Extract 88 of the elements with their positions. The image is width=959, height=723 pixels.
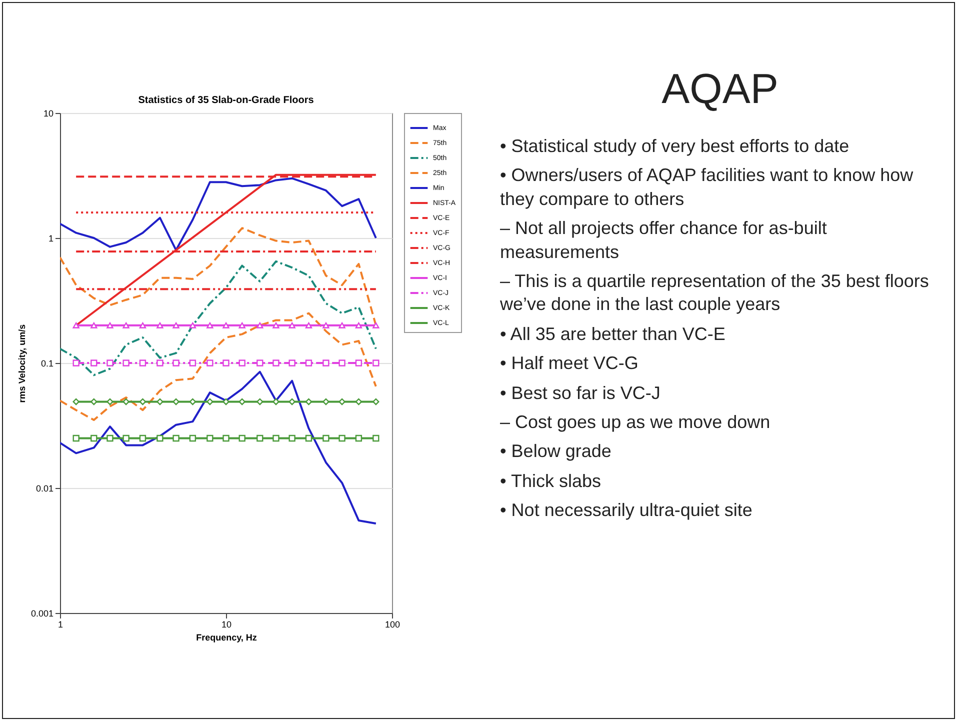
- line-series: [60, 370, 377, 524]
- point: [139, 360, 146, 366]
- y-tick-label: 0.01: [36, 484, 54, 494]
- point: [355, 360, 362, 366]
- point: [338, 434, 346, 442]
- point: [172, 434, 180, 442]
- point: [272, 322, 280, 328]
- point: [338, 360, 346, 366]
- point: [272, 360, 280, 366]
- point: [256, 434, 264, 442]
- point: [90, 434, 98, 442]
- point: [355, 322, 362, 328]
- x-axis-title: Frequency, Hz: [196, 632, 258, 642]
- text: – This is a quartile representation of the 35 best floors we’ve done in the last couple years: [500, 270, 930, 316]
- text: • Best so far is VC-J: [500, 382, 662, 405]
- point: [222, 322, 230, 328]
- point: [106, 434, 114, 442]
- point: [139, 322, 146, 328]
- line-series: [60, 177, 377, 252]
- line-series: [60, 260, 377, 376]
- point: [238, 434, 246, 442]
- point: [189, 434, 196, 442]
- point: [372, 360, 380, 366]
- point: [222, 434, 230, 442]
- text: • Not necessarily ultra-quiet site: [500, 499, 754, 522]
- point: [256, 360, 264, 366]
- text: – Cost goes up as we move down: [500, 410, 772, 434]
- y-tick-label: 1: [48, 234, 54, 244]
- point: [238, 322, 246, 328]
- text: • Statistical study of very best efforts to date: [500, 135, 850, 158]
- point: [322, 398, 330, 406]
- y-tick-label: 0.001: [30, 608, 54, 618]
- point: [206, 434, 214, 442]
- text: – Not all projects offer chance for as-built measurements: [500, 217, 828, 264]
- point: [288, 434, 296, 442]
- point: [122, 434, 130, 442]
- point: [106, 360, 114, 366]
- point: [189, 322, 196, 328]
- point: [206, 322, 214, 328]
- point: [305, 434, 312, 442]
- text: • Half meet VC-G: [500, 352, 640, 376]
- point: [305, 360, 312, 366]
- y-axis-title: rms Velocity, um/s: [16, 324, 27, 403]
- point: [288, 360, 296, 366]
- point: [338, 322, 346, 328]
- point: [355, 434, 362, 442]
- point: [72, 434, 80, 442]
- point: [139, 434, 146, 442]
- point: [90, 322, 98, 328]
- point: [156, 434, 164, 442]
- point: [189, 360, 196, 366]
- text: AQAP: [660, 65, 780, 113]
- text: • Owners/users of AQAP facilities want to know how they compare to others: [500, 164, 914, 211]
- point: [238, 360, 246, 366]
- point: [305, 322, 312, 328]
- y-tick-label: 0.1: [40, 358, 54, 368]
- point: [206, 360, 214, 366]
- point: [372, 322, 380, 328]
- text: • All 35 are better than VC-E: [500, 322, 726, 346]
- point: [272, 434, 280, 442]
- point: [72, 398, 80, 406]
- text: • Thick slabs: [500, 470, 602, 493]
- x-tick-label: 10: [221, 620, 232, 630]
- point: [172, 360, 180, 366]
- point: [72, 322, 80, 328]
- line-series: [60, 312, 377, 421]
- y-tick-label: 10: [43, 108, 54, 118]
- point: [156, 398, 164, 406]
- text: • Below grade: [500, 440, 612, 464]
- point: [122, 322, 130, 328]
- point: [322, 322, 330, 328]
- point: [322, 360, 330, 366]
- point: [106, 322, 114, 328]
- point: [372, 434, 380, 442]
- point: [256, 322, 264, 328]
- point: [288, 322, 296, 328]
- point: [90, 360, 98, 366]
- point: [72, 360, 80, 366]
- point: [156, 322, 164, 328]
- chart-title: Statistics of 35 Slab-on-Grade Floors: [138, 95, 314, 106]
- x-tick-label: 1: [58, 620, 64, 630]
- point: [372, 398, 380, 406]
- point: [222, 360, 230, 366]
- point: [156, 360, 164, 366]
- point: [172, 322, 180, 328]
- point: [122, 360, 130, 366]
- point: [322, 434, 330, 442]
- x-tick-label: 100: [384, 620, 400, 630]
